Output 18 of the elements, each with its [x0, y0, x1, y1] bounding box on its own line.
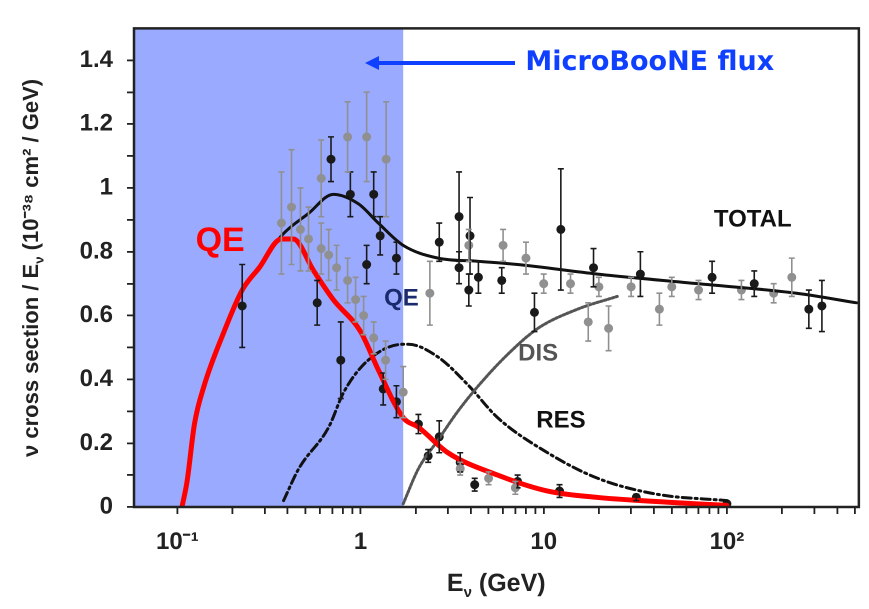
x-axis-title: E$_{ν}$ (GeV) — [446, 569, 546, 601]
y-tick-label: 0.6 — [80, 301, 113, 328]
x-tick-label: 1 — [354, 528, 368, 556]
y-tick-label: 1.2 — [80, 110, 113, 137]
y-tick-label: 1.4 — [80, 46, 114, 73]
y-tick-label: 0.4 — [80, 365, 114, 392]
y-tick-label: 1 — [100, 174, 113, 201]
y-tick-label: 0.2 — [80, 428, 113, 456]
series-label: QE — [196, 220, 245, 259]
x-tick-label: 10² — [710, 528, 744, 556]
y-tick-label: 0 — [100, 492, 113, 520]
y-tick-label: 0.8 — [80, 237, 113, 264]
series-label: DIS — [518, 339, 558, 366]
text: TOTAL — [714, 205, 792, 232]
x-tick-label: 10 — [530, 528, 558, 556]
annotation: MicroBooNE flux — [525, 46, 774, 77]
series-label: RES — [536, 406, 586, 434]
x-tick-label: 10⁻¹ — [156, 528, 199, 556]
